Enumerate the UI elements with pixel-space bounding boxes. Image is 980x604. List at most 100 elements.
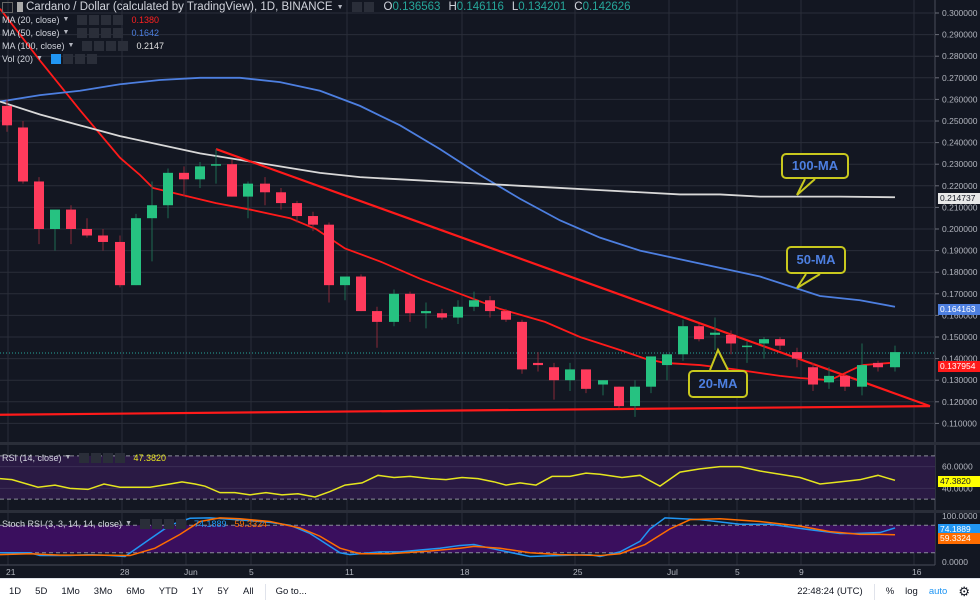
range-1mo[interactable]: 1Mo: [61, 586, 80, 597]
collapse-legend-icon[interactable]: [2, 1, 13, 13]
ma100-price-tag: 0.214737: [938, 193, 980, 204]
eye-hidden-icon[interactable]: [50, 53, 61, 64]
callout-50ma[interactable]: 50-MA: [786, 246, 846, 274]
symbol-dropdown-icon[interactable]: ▼: [336, 3, 344, 11]
candle: [614, 386, 624, 407]
time-axis-label: Jul: [667, 567, 678, 577]
candle: [308, 216, 318, 225]
plus-icon[interactable]: [101, 27, 112, 38]
eye-icon[interactable]: [77, 14, 88, 25]
gear-icon[interactable]: [89, 14, 100, 25]
candle: [533, 362, 543, 366]
percent-toggle[interactable]: %: [885, 586, 895, 597]
eye-icon[interactable]: [82, 40, 93, 51]
callout-20ma[interactable]: 20-MA: [688, 370, 748, 398]
ma50-price-tag: 0.164163: [938, 304, 980, 315]
price-axis-label: 0.140000: [942, 354, 978, 364]
settings-icon[interactable]: [363, 2, 374, 12]
price-axis-label: 0.110000: [942, 418, 977, 428]
visibility-icon[interactable]: [351, 2, 362, 12]
eye-icon[interactable]: [140, 518, 150, 529]
ma-20-close--line[interactable]: [0, 8, 891, 382]
utc-clock[interactable]: 22:48:24 (UTC): [797, 586, 863, 597]
price-axis-label: 0.130000: [942, 375, 978, 385]
chevron-down-icon[interactable]: ▼: [67, 42, 75, 49]
close-icon[interactable]: [86, 53, 97, 64]
symbol-title[interactable]: Cardano / Dollar (calculated by TradingV…: [26, 1, 333, 13]
stoch-d-line[interactable]: [0, 517, 896, 557]
candle: [356, 276, 366, 312]
legend-stoch-rsi[interactable]: Stoch RSI (3, 3, 14, 14, close) ▼ 74.1889…: [2, 517, 267, 530]
legend-ma100[interactable]: MA (100, close) ▼ 0.2147: [2, 39, 164, 52]
candle: [211, 164, 221, 166]
price-axis-label: 0.300000: [942, 8, 978, 18]
price-axis-label: 0.180000: [942, 267, 978, 277]
range-6mo[interactable]: 6Mo: [126, 586, 145, 597]
ma-50-close--line[interactable]: [0, 76, 896, 308]
ma100-value: 0.2147: [136, 40, 164, 51]
plus-icon[interactable]: [101, 14, 112, 25]
gear-icon[interactable]: [62, 53, 73, 64]
chevron-down-icon[interactable]: ▼: [125, 520, 132, 527]
range-5d[interactable]: 5D: [35, 586, 48, 597]
gear-icon[interactable]: [94, 40, 105, 51]
candle: [372, 311, 382, 322]
candle: [163, 172, 173, 206]
plus-icon[interactable]: [103, 452, 114, 463]
price-axis-label: 0.250000: [942, 116, 978, 126]
close-icon[interactable]: [113, 14, 124, 25]
range-ytd[interactable]: YTD: [158, 586, 178, 597]
ma20-label: MA (20, close): [2, 14, 60, 25]
trendline-upper-line[interactable]: [215, 148, 931, 408]
range-5y[interactable]: 5Y: [217, 586, 230, 597]
divider: [264, 583, 266, 600]
range-3mo[interactable]: 3Mo: [93, 586, 113, 597]
rsi-line[interactable]: [0, 465, 896, 498]
legend-rsi[interactable]: RSI (14, close) ▼ 47.3820: [2, 451, 166, 464]
chevron-down-icon[interactable]: ▼: [64, 454, 72, 461]
chevron-down-icon[interactable]: ▼: [36, 55, 43, 62]
candle: [98, 235, 108, 242]
range-1y[interactable]: 1Y: [191, 586, 204, 597]
goto-button[interactable]: Go to...: [275, 586, 307, 597]
plus-icon[interactable]: [106, 40, 117, 51]
symbol-header: Cardano / Dollar (calculated by TradingV…: [2, 0, 631, 14]
eye-icon[interactable]: [77, 27, 88, 38]
trendline-lower-line[interactable]: [0, 405, 931, 416]
close-icon[interactable]: [115, 452, 126, 463]
chevron-down-icon[interactable]: ▼: [62, 16, 70, 23]
rsi-value: 47.3820: [133, 452, 167, 463]
candle: [890, 352, 900, 368]
candle: [227, 164, 237, 197]
legend-ma20[interactable]: MA (20, close) ▼ 0.1380: [2, 13, 159, 26]
gear-icon[interactable]: ⚙: [958, 583, 970, 599]
time-axis-label: 25: [573, 567, 583, 577]
ma50-value: 0.1642: [131, 27, 159, 38]
callout-100ma[interactable]: 100-MA: [781, 153, 849, 179]
legend-volume[interactable]: Vol (20) ▼: [2, 52, 97, 65]
auto-toggle[interactable]: auto: [928, 586, 948, 597]
candle: [873, 362, 883, 368]
stoch-k-value: 74.1889: [194, 518, 227, 529]
gear-icon[interactable]: [91, 452, 102, 463]
gear-icon[interactable]: [152, 518, 162, 529]
range-all[interactable]: All: [243, 586, 254, 597]
range-1d[interactable]: 1D: [9, 586, 22, 597]
close-icon[interactable]: [176, 518, 186, 529]
candle: [340, 276, 350, 286]
chevron-down-icon[interactable]: ▼: [62, 29, 70, 36]
price-axis-label: 0.150000: [942, 332, 978, 342]
log-toggle[interactable]: log: [905, 586, 918, 597]
gear-icon[interactable]: [89, 27, 100, 38]
ma50-label: MA (50, close): [2, 27, 60, 38]
plus-icon[interactable]: [74, 53, 85, 64]
legend-ma50[interactable]: MA (50, close) ▼ 0.1642: [2, 26, 159, 39]
price-axis-label: 0.260000: [942, 94, 978, 104]
close-icon[interactable]: [118, 40, 129, 51]
plus-icon[interactable]: [164, 518, 174, 529]
ma-100-close--line[interactable]: [0, 100, 896, 199]
close-icon[interactable]: [113, 27, 124, 38]
stoch-k-line[interactable]: [0, 517, 896, 558]
eye-icon[interactable]: [79, 452, 90, 463]
